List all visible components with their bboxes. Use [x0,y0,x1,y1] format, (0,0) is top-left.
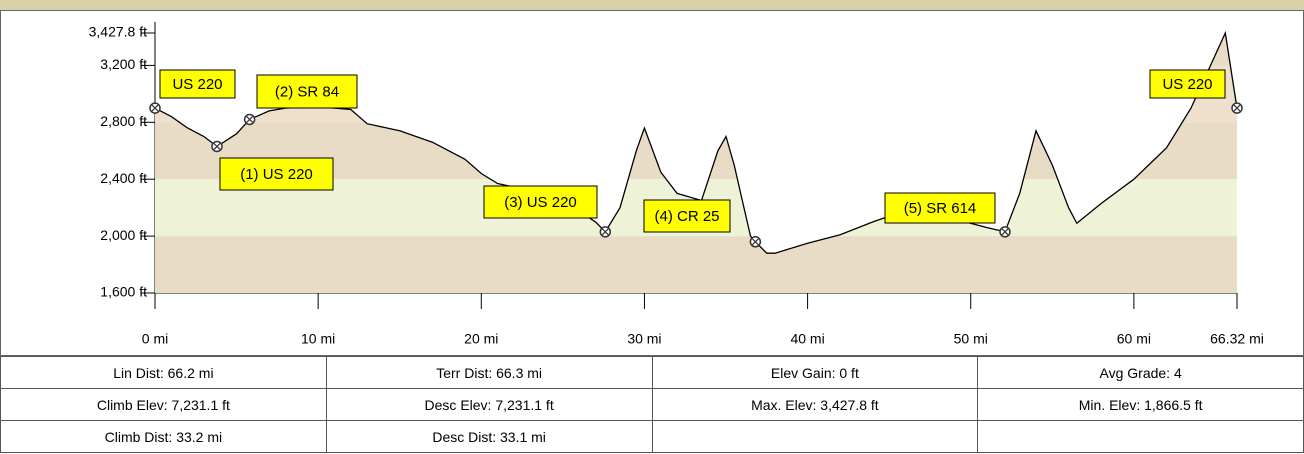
waypoint-marker [212,141,222,151]
stats-cell: Climb Dist: 33.2 mi [1,421,327,453]
waypoint-marker [1232,103,1242,113]
stats-cell: Climb Elev: 7,231.1 ft [1,389,327,421]
x-tick-label: 66.32 mi [1210,331,1264,347]
x-tick-label: 50 mi [954,331,988,347]
elevation-band [155,236,1237,293]
page: 1,600 ft 2,000 ft 2,400 ft 2,800 ft 3,200 ft… [0,0,1304,454]
waypoint-label: (1) US 220 [240,166,313,183]
y-tick-label: 2,800 ft [100,113,147,129]
map-strip [0,0,1304,10]
waypoint-label: (3) US 220 [504,194,577,211]
x-tick-label: 10 mi [301,331,335,347]
stats-cell [652,421,978,453]
x-tick-label: 30 mi [627,331,661,347]
elevation-bands [155,13,1237,293]
y-tick-label: 1,600 ft [100,284,147,300]
x-tick-label: 60 mi [1117,331,1151,347]
waypoint-marker [150,103,160,113]
x-tick-label: 0 mi [142,331,168,347]
stats-cell: Max. Elev: 3,427.8 ft [652,389,978,421]
waypoint-marker [245,114,255,124]
waypoint-label: (5) SR 614 [904,200,977,217]
y-tick-label: 2,400 ft [100,170,147,186]
waypoint-marker [600,227,610,237]
stats-cell: Lin Dist: 66.2 mi [1,357,327,389]
stats-cell: Terr Dist: 66.3 mi [326,357,652,389]
waypoint-label: (4) CR 25 [654,208,719,225]
waypoint-label: US 220 [172,76,222,93]
waypoint-marker [1000,227,1010,237]
y-tick-label: 2,000 ft [100,227,147,243]
x-tick-label: 40 mi [790,331,824,347]
y-tick-label: 3,427.8 ft [89,24,147,40]
stats-cell: Elev Gain: 0 ft [652,357,978,389]
waypoint-label: US 220 [1162,76,1212,93]
stats-cell: Desc Dist: 33.1 mi [326,421,652,453]
x-tick-label: 20 mi [464,331,498,347]
waypoint-marker [750,237,760,247]
stats-cell: Desc Elev: 7,231.1 ft [326,389,652,421]
chart: 1,600 ft 2,000 ft 2,400 ft 2,800 ft 3,200 ft… [0,0,1304,356]
stats-cell: Avg Grade: 4 [978,357,1304,389]
stats-cell: Min. Elev: 1,866.5 ft [978,389,1304,421]
elevation-band [155,13,1237,65]
waypoint-label: (2) SR 84 [275,83,339,100]
y-tick-label: 3,200 ft [100,56,147,72]
stats-cell [978,421,1304,453]
